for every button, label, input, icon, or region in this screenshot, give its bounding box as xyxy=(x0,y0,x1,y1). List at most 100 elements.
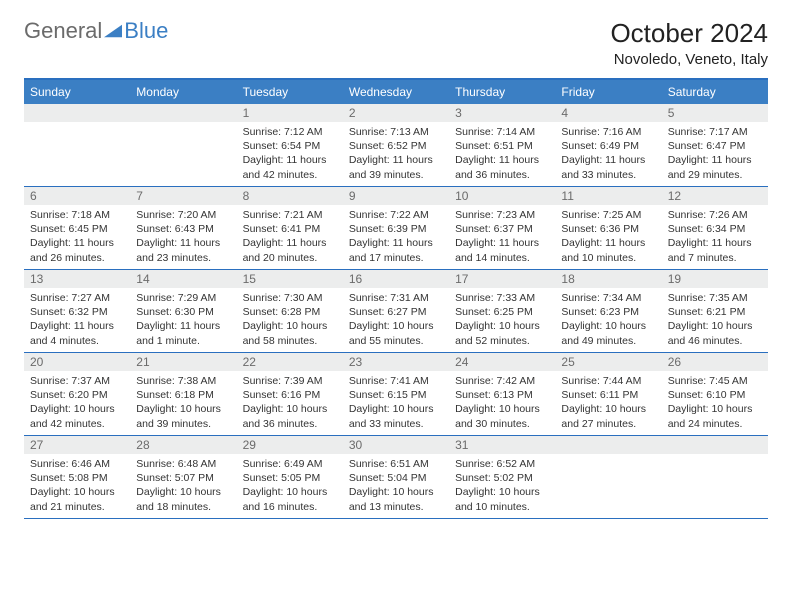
sunrise-text: Sunrise: 7:33 AM xyxy=(455,291,549,305)
calendar-cell: 5Sunrise: 7:17 AMSunset: 6:47 PMDaylight… xyxy=(662,104,768,186)
day-content: Sunrise: 7:18 AMSunset: 6:45 PMDaylight:… xyxy=(24,205,130,269)
calendar-cell: 24Sunrise: 7:42 AMSunset: 6:13 PMDayligh… xyxy=(449,353,555,435)
day-content: Sunrise: 7:14 AMSunset: 6:51 PMDaylight:… xyxy=(449,122,555,186)
day-number: 10 xyxy=(449,187,555,205)
brand-word-2-text: Blue xyxy=(124,18,168,44)
daylight-text: Daylight: 11 hours and 33 minutes. xyxy=(561,153,655,181)
sunrise-text: Sunrise: 7:42 AM xyxy=(455,374,549,388)
calendar-week: 1Sunrise: 7:12 AMSunset: 6:54 PMDaylight… xyxy=(24,104,768,187)
day-content xyxy=(24,122,130,182)
sunset-text: Sunset: 6:28 PM xyxy=(243,305,337,319)
daylight-text: Daylight: 11 hours and 4 minutes. xyxy=(30,319,124,347)
daylight-text: Daylight: 11 hours and 17 minutes. xyxy=(349,236,443,264)
calendar-cell xyxy=(130,104,236,186)
sunset-text: Sunset: 6:13 PM xyxy=(455,388,549,402)
calendar-cell: 2Sunrise: 7:13 AMSunset: 6:52 PMDaylight… xyxy=(343,104,449,186)
day-number: 11 xyxy=(555,187,661,205)
day-content: Sunrise: 7:22 AMSunset: 6:39 PMDaylight:… xyxy=(343,205,449,269)
day-number: 23 xyxy=(343,353,449,371)
daylight-text: Daylight: 10 hours and 33 minutes. xyxy=(349,402,443,430)
day-number: 19 xyxy=(662,270,768,288)
brand-word-1: General xyxy=(24,18,102,44)
daylight-text: Daylight: 10 hours and 42 minutes. xyxy=(30,402,124,430)
calendar-cell: 22Sunrise: 7:39 AMSunset: 6:16 PMDayligh… xyxy=(237,353,343,435)
sunrise-text: Sunrise: 7:30 AM xyxy=(243,291,337,305)
calendar-week: 13Sunrise: 7:27 AMSunset: 6:32 PMDayligh… xyxy=(24,270,768,353)
day-number xyxy=(662,436,768,454)
title-block: October 2024 Novoledo, Veneto, Italy xyxy=(610,18,768,68)
sunset-text: Sunset: 6:41 PM xyxy=(243,222,337,236)
sunrise-text: Sunrise: 6:51 AM xyxy=(349,457,443,471)
day-number: 25 xyxy=(555,353,661,371)
sunset-text: Sunset: 6:21 PM xyxy=(668,305,762,319)
day-of-week-header: Sunday xyxy=(24,80,130,104)
day-number: 22 xyxy=(237,353,343,371)
day-number: 3 xyxy=(449,104,555,122)
daylight-text: Daylight: 10 hours and 24 minutes. xyxy=(668,402,762,430)
sunrise-text: Sunrise: 7:20 AM xyxy=(136,208,230,222)
header: General Blue October 2024 Novoledo, Venet… xyxy=(24,18,768,68)
calendar-cell: 23Sunrise: 7:41 AMSunset: 6:15 PMDayligh… xyxy=(343,353,449,435)
calendar-cell: 28Sunrise: 6:48 AMSunset: 5:07 PMDayligh… xyxy=(130,436,236,518)
sunset-text: Sunset: 6:20 PM xyxy=(30,388,124,402)
location-label: Novoledo, Veneto, Italy xyxy=(610,51,768,68)
sunset-text: Sunset: 6:54 PM xyxy=(243,139,337,153)
calendar-cell: 20 Sunrise: 7:37 AMSunset: 6:20 PMDayligh… xyxy=(24,353,130,435)
sunset-text: Sunset: 6:11 PM xyxy=(561,388,655,402)
daylight-text: Daylight: 11 hours and 10 minutes. xyxy=(561,236,655,264)
page: General Blue October 2024 Novoledo, Venet… xyxy=(0,0,792,537)
day-content: Sunrise: 7:30 AMSunset: 6:28 PMDaylight:… xyxy=(237,288,343,352)
daylight-text: Daylight: 11 hours and 23 minutes. xyxy=(136,236,230,264)
sunrise-text: Sunrise: 7:16 AM xyxy=(561,125,655,139)
day-content: Sunrise: 7:29 AMSunset: 6:30 PMDaylight:… xyxy=(130,288,236,352)
day-content xyxy=(555,454,661,514)
day-content: Sunrise: 7:39 AMSunset: 6:16 PMDaylight:… xyxy=(237,371,343,435)
day-number: 6 xyxy=(24,187,130,205)
sunset-text: Sunset: 6:47 PM xyxy=(668,139,762,153)
sunset-text: Sunset: 6:27 PM xyxy=(349,305,443,319)
day-of-week-header: Friday xyxy=(555,80,661,104)
calendar-cell: 4Sunrise: 7:16 AMSunset: 6:49 PMDaylight… xyxy=(555,104,661,186)
sunrise-text: Sunrise: 7:18 AM xyxy=(30,208,124,222)
page-title: October 2024 xyxy=(610,18,768,49)
day-content: Sunrise: 6:48 AMSunset: 5:07 PMDaylight:… xyxy=(130,454,236,518)
sunset-text: Sunset: 6:49 PM xyxy=(561,139,655,153)
day-number: 12 xyxy=(662,187,768,205)
sunset-text: Sunset: 5:02 PM xyxy=(455,471,549,485)
sunrise-text: Sunrise: 7:41 AM xyxy=(349,374,443,388)
sunrise-text: Sunrise: 7:31 AM xyxy=(349,291,443,305)
daylight-text: Daylight: 10 hours and 49 minutes. xyxy=(561,319,655,347)
sunrise-text: Sunrise: 6:49 AM xyxy=(243,457,337,471)
day-number: 7 xyxy=(130,187,236,205)
calendar-cell: 7Sunrise: 7:20 AMSunset: 6:43 PMDaylight… xyxy=(130,187,236,269)
sunrise-text: Sunrise: 7:37 AM xyxy=(30,374,124,388)
day-of-week-header: Wednesday xyxy=(343,80,449,104)
sunrise-text: Sunrise: 7:25 AM xyxy=(561,208,655,222)
day-of-week-header: Thursday xyxy=(449,80,555,104)
calendar-cell: 18Sunrise: 7:34 AMSunset: 6:23 PMDayligh… xyxy=(555,270,661,352)
sunrise-text: Sunrise: 6:48 AM xyxy=(136,457,230,471)
day-number: 17 xyxy=(449,270,555,288)
day-content: Sunrise: 7:35 AMSunset: 6:21 PMDaylight:… xyxy=(662,288,768,352)
sunset-text: Sunset: 6:16 PM xyxy=(243,388,337,402)
day-content: Sunrise: 7:21 AMSunset: 6:41 PMDaylight:… xyxy=(237,205,343,269)
calendar-cell: 21Sunrise: 7:38 AMSunset: 6:18 PMDayligh… xyxy=(130,353,236,435)
daylight-text: Daylight: 10 hours and 39 minutes. xyxy=(136,402,230,430)
calendar-cell: 6Sunrise: 7:18 AMSunset: 6:45 PMDaylight… xyxy=(24,187,130,269)
day-content: Sunrise: 7:34 AMSunset: 6:23 PMDaylight:… xyxy=(555,288,661,352)
calendar-cell: 30Sunrise: 6:51 AMSunset: 5:04 PMDayligh… xyxy=(343,436,449,518)
daylight-text: Daylight: 10 hours and 58 minutes. xyxy=(243,319,337,347)
daylight-text: Daylight: 10 hours and 27 minutes. xyxy=(561,402,655,430)
day-content: Sunrise: 7:25 AMSunset: 6:36 PMDaylight:… xyxy=(555,205,661,269)
day-number: 28 xyxy=(130,436,236,454)
day-number: 20 xyxy=(24,353,130,371)
daylight-text: Daylight: 10 hours and 18 minutes. xyxy=(136,485,230,513)
brand-word-2: Blue xyxy=(104,18,168,44)
calendar-cell: 11Sunrise: 7:25 AMSunset: 6:36 PMDayligh… xyxy=(555,187,661,269)
sunset-text: Sunset: 6:25 PM xyxy=(455,305,549,319)
daylight-text: Daylight: 10 hours and 55 minutes. xyxy=(349,319,443,347)
day-number: 5 xyxy=(662,104,768,122)
sunrise-text: Sunrise: 7:26 AM xyxy=(668,208,762,222)
sunset-text: Sunset: 6:36 PM xyxy=(561,222,655,236)
calendar-cell: 27Sunrise: 6:46 AMSunset: 5:08 PMDayligh… xyxy=(24,436,130,518)
